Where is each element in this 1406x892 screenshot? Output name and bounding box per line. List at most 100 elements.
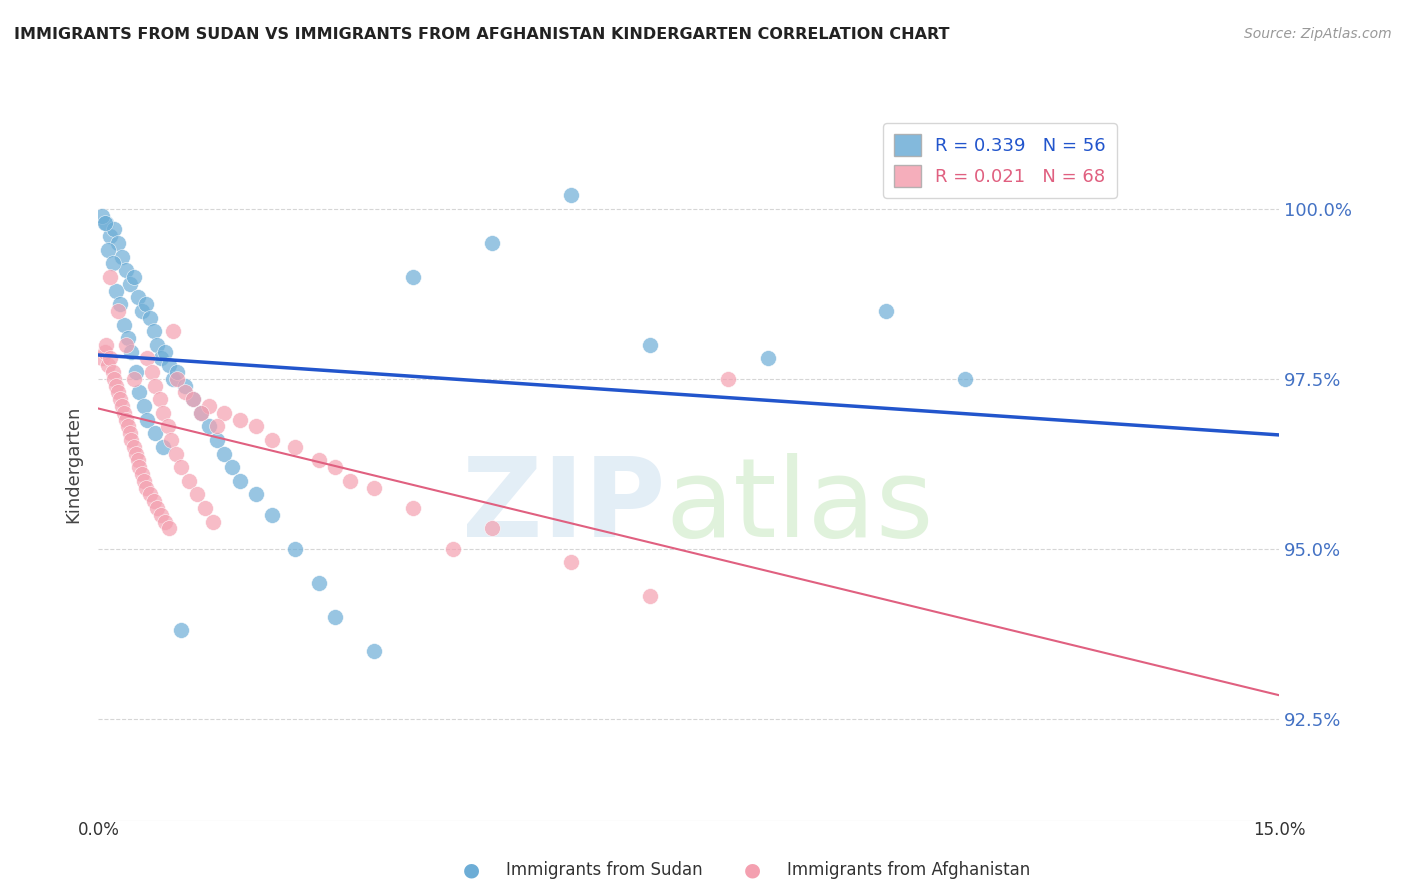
Point	[481, 235, 503, 250]
Point	[717, 372, 740, 386]
Point	[323, 609, 346, 624]
Point	[136, 351, 159, 366]
Text: ZIP: ZIP	[463, 453, 665, 560]
Point	[756, 351, 779, 366]
Point	[214, 406, 236, 420]
Text: atlas: atlas	[665, 453, 934, 560]
Point	[104, 378, 127, 392]
Point	[142, 324, 165, 338]
Point	[136, 412, 159, 426]
Point	[155, 515, 177, 529]
Point	[205, 419, 228, 434]
Point	[157, 521, 180, 535]
Point	[104, 284, 127, 298]
Point	[149, 392, 172, 407]
Point	[190, 406, 212, 420]
Point	[363, 481, 385, 495]
Point	[111, 399, 134, 413]
Point	[245, 419, 267, 434]
Point	[229, 474, 252, 488]
Point	[117, 419, 139, 434]
Point	[402, 269, 425, 284]
Point	[131, 304, 153, 318]
Point	[96, 338, 118, 352]
Point	[110, 297, 132, 311]
Point	[115, 263, 138, 277]
Point	[190, 406, 212, 420]
Point	[166, 372, 188, 386]
Point	[103, 222, 125, 236]
Point	[132, 474, 155, 488]
Point	[308, 575, 330, 590]
Point	[143, 426, 166, 441]
Point	[560, 555, 582, 569]
Point	[186, 487, 208, 501]
Point	[150, 508, 173, 522]
Point	[181, 392, 204, 407]
Point	[142, 494, 165, 508]
Point	[138, 487, 160, 501]
Point	[284, 541, 307, 556]
Text: Immigrants from Afghanistan: Immigrants from Afghanistan	[787, 861, 1031, 879]
Point	[229, 412, 252, 426]
Text: Source: ZipAtlas.com: Source: ZipAtlas.com	[1244, 27, 1392, 41]
Point	[131, 467, 153, 481]
Point	[875, 304, 897, 318]
Point	[260, 508, 283, 522]
Point	[166, 365, 188, 379]
Point	[638, 590, 661, 604]
Point	[146, 501, 169, 516]
Point	[107, 304, 129, 318]
Point	[107, 235, 129, 250]
Point	[111, 250, 134, 264]
Point	[155, 344, 177, 359]
Point	[112, 318, 135, 332]
Text: 0.0%: 0.0%	[77, 821, 120, 838]
Point	[110, 392, 132, 407]
Point	[121, 433, 143, 447]
Point	[112, 406, 135, 420]
Point	[135, 481, 157, 495]
Point	[141, 365, 163, 379]
Point	[101, 365, 124, 379]
Point	[125, 447, 148, 461]
Point	[101, 256, 124, 270]
Point	[121, 344, 143, 359]
Point	[174, 385, 197, 400]
Point	[245, 487, 267, 501]
Point	[194, 501, 217, 516]
Point	[128, 460, 150, 475]
Point	[181, 392, 204, 407]
Point	[165, 447, 187, 461]
Point	[122, 269, 145, 284]
Point	[122, 440, 145, 454]
Point	[339, 474, 361, 488]
Point	[122, 372, 145, 386]
Point	[214, 447, 236, 461]
Point	[128, 385, 150, 400]
Point	[152, 406, 174, 420]
Point	[125, 365, 148, 379]
Point	[127, 290, 149, 304]
Point	[177, 474, 200, 488]
Point	[135, 297, 157, 311]
Point	[162, 372, 184, 386]
Point	[118, 426, 141, 441]
Point	[107, 385, 129, 400]
Point	[143, 378, 166, 392]
Point	[93, 216, 115, 230]
Point	[363, 644, 385, 658]
Point	[638, 338, 661, 352]
Point	[402, 501, 425, 516]
Point	[260, 433, 283, 447]
Point	[160, 433, 183, 447]
Point	[157, 359, 180, 373]
Point	[174, 378, 197, 392]
Point	[93, 344, 115, 359]
Point	[146, 338, 169, 352]
Point	[308, 453, 330, 467]
Text: 15.0%: 15.0%	[1253, 821, 1306, 838]
Point	[152, 440, 174, 454]
Point	[481, 521, 503, 535]
Point	[156, 419, 179, 434]
